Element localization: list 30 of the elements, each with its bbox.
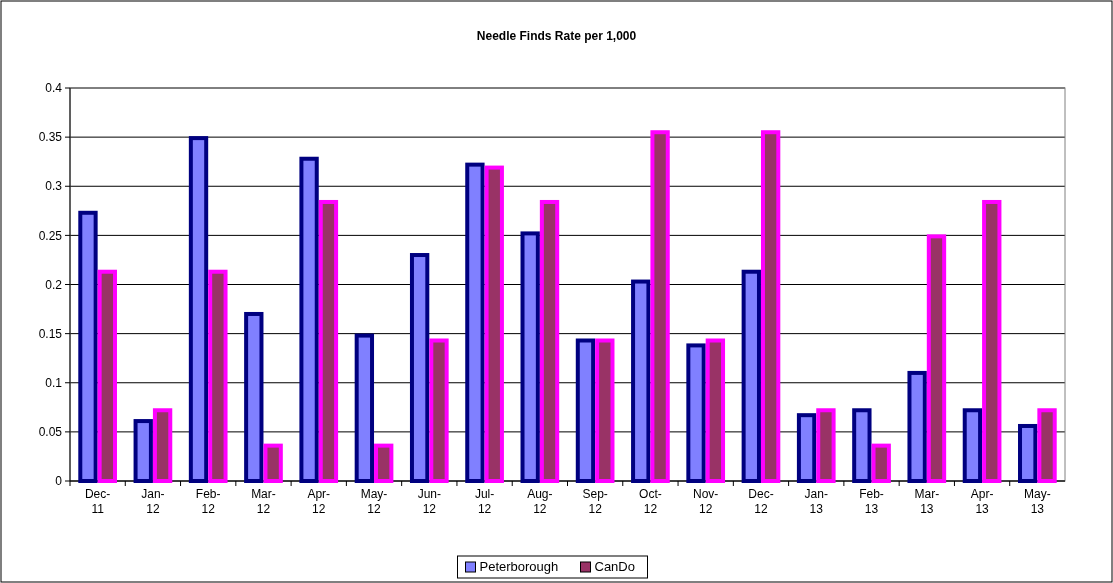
chart-title: Needle Finds Rate per 1,000: [476, 29, 637, 43]
x-tick-label: Jun-12: [417, 487, 441, 516]
x-tick-label: May-13: [1024, 487, 1051, 516]
y-tick-label: 0.2: [45, 277, 63, 292]
x-tick-label: Jan-13: [804, 487, 828, 516]
y-tick-label: 0.1: [45, 375, 63, 390]
y-tick-label: 0.15: [38, 326, 63, 341]
legend-label: Peterborough: [479, 559, 559, 574]
x-tick-label: Jan-12: [141, 487, 165, 516]
y-tick-label: 0.35: [38, 130, 63, 145]
x-tick-label: Jul-12: [474, 487, 495, 516]
x-tick-label: Feb-12: [195, 487, 221, 516]
y-tick-label: 0.3: [45, 179, 63, 194]
x-tick-label: Oct-12: [639, 487, 662, 516]
x-tick-label: Aug-12: [527, 487, 553, 516]
y-tick-label: 0.05: [38, 425, 63, 440]
x-tick-label: Feb-13: [859, 487, 884, 516]
legend-label: CanDo: [594, 559, 635, 574]
x-tick-label: Sep-12: [582, 487, 608, 516]
x-tick-label: Mar-13: [914, 487, 940, 516]
y-tick-label: 0.25: [38, 228, 63, 243]
y-tick-label: 0: [55, 474, 63, 489]
y-tick-label: 0.4: [45, 81, 63, 96]
x-tick-label: Dec-11: [84, 487, 111, 516]
x-tick-label: Dec-12: [748, 487, 774, 516]
x-tick-label: Apr-13: [970, 487, 994, 516]
x-tick-label: Mar-12: [251, 487, 276, 516]
x-tick-label: Apr-12: [307, 487, 331, 516]
x-tick-label: May-12: [360, 487, 388, 516]
x-tick-label: Nov-12: [693, 487, 719, 516]
